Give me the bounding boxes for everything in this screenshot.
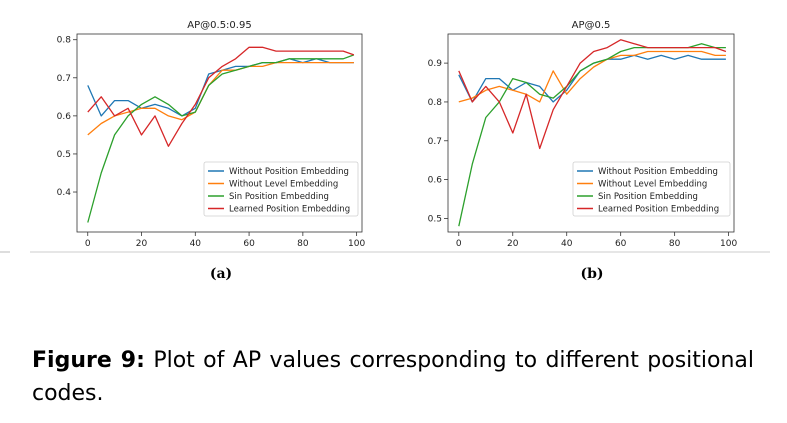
legend-label: Sin Position Embedding — [229, 192, 329, 202]
x-tick-label: 100 — [348, 239, 365, 249]
series-line-2 — [458, 50, 726, 103]
x-tick-label: 20 — [507, 239, 519, 249]
legend-label: Without Position Embedding — [598, 167, 718, 177]
y-tick-label: 0.6 — [57, 112, 72, 122]
series-line-4 — [458, 39, 727, 150]
subfigure-label-a: (a) — [209, 266, 233, 282]
series-line-4 — [87, 46, 355, 147]
x-tick-label: 60 — [615, 239, 627, 249]
plot-frame — [76, 33, 363, 233]
y-tick-label: 0.7 — [57, 74, 71, 84]
x-tick-label: 0 — [456, 239, 462, 249]
x-tick-label: 60 — [243, 239, 255, 249]
y-tick-label: 0.8 — [428, 98, 443, 108]
chart-title: AP@0.5:0.95 — [187, 20, 251, 31]
series-line-3 — [87, 54, 355, 223]
legend-label: Learned Position Embedding — [229, 205, 350, 215]
plot-frame — [447, 33, 735, 233]
series-line-1 — [458, 54, 726, 103]
x-tick-label: 40 — [190, 239, 202, 249]
y-tick-label: 0.6 — [428, 176, 443, 186]
x-tick-label: 20 — [136, 239, 148, 249]
chart-title: AP@0.5 — [572, 20, 611, 31]
y-tick-label: 0.8 — [57, 36, 72, 46]
caption-text: Plot of AP values corresponding to diffe… — [32, 348, 755, 406]
y-tick-label: 0.5 — [428, 214, 442, 224]
legend-label: Without Position Embedding — [229, 167, 349, 177]
y-tick-label: 0.5 — [57, 150, 71, 160]
chart-ap-0.5: AP@0.5 0 20 40 60 80 100 0.5 0.6 0.7 0.8 0.9 Without… — [428, 20, 738, 249]
legend-label: Without Level Embedding — [598, 180, 707, 190]
series-line-2 — [87, 61, 354, 136]
legend-box — [572, 161, 731, 217]
x-tick-label: 100 — [720, 239, 737, 249]
y-tick-label: 0.7 — [428, 137, 442, 147]
legend-label: Sin Position Embedding — [598, 192, 698, 202]
chart-ap-0.5-0.95: AP@0.5:0.95 0 20 40 60 80 100 0.4 0.5 0.6 0.7 0.8 Wi… — [57, 20, 366, 249]
legend-label: Learned Position Embedding — [598, 205, 719, 215]
legend-box — [203, 161, 359, 217]
legend-label: Without Level Embedding — [229, 180, 338, 190]
x-tick-label: 80 — [669, 239, 681, 249]
y-tick-label: 0.4 — [57, 188, 72, 198]
y-tick-label: 0.9 — [428, 59, 443, 69]
subfigure-label-b: (b) — [580, 266, 604, 282]
figure-caption: Figure 9: Plot of AP values correspondin… — [32, 344, 754, 410]
x-tick-label: 0 — [85, 239, 91, 249]
caption-label: Figure 9: — [32, 348, 145, 373]
x-tick-label: 80 — [297, 239, 309, 249]
x-tick-label: 40 — [561, 239, 573, 249]
